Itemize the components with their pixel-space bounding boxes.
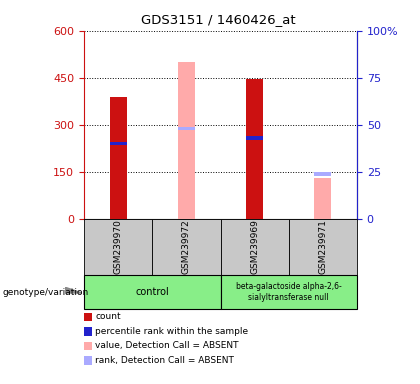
- Text: GDS3151 / 1460426_at: GDS3151 / 1460426_at: [141, 13, 296, 26]
- Text: control: control: [135, 287, 169, 297]
- Bar: [314, 178, 331, 219]
- Text: value, Detection Call = ABSENT: value, Detection Call = ABSENT: [95, 341, 239, 350]
- Bar: [84, 219, 152, 275]
- Bar: [220, 219, 289, 275]
- Text: count: count: [95, 312, 121, 321]
- Bar: [314, 172, 331, 176]
- Bar: [220, 275, 357, 309]
- Text: GSM239971: GSM239971: [318, 219, 327, 274]
- Text: beta-galactoside alpha-2,6-
sialyltransferase null: beta-galactoside alpha-2,6- sialyltransf…: [236, 282, 341, 302]
- Text: genotype/variation: genotype/variation: [2, 288, 88, 298]
- Text: GSM239972: GSM239972: [182, 219, 191, 274]
- Bar: [178, 62, 195, 219]
- Text: percentile rank within the sample: percentile rank within the sample: [95, 326, 249, 336]
- Bar: [110, 142, 127, 146]
- Bar: [246, 79, 263, 219]
- Text: rank, Detection Call = ABSENT: rank, Detection Call = ABSENT: [95, 356, 234, 365]
- Bar: [152, 219, 221, 275]
- Bar: [178, 127, 195, 131]
- Bar: [246, 136, 263, 140]
- Bar: [84, 275, 220, 309]
- Polygon shape: [65, 287, 82, 293]
- Bar: [289, 219, 357, 275]
- Bar: [110, 97, 127, 219]
- Text: GSM239969: GSM239969: [250, 219, 259, 274]
- Text: GSM239970: GSM239970: [114, 219, 123, 274]
